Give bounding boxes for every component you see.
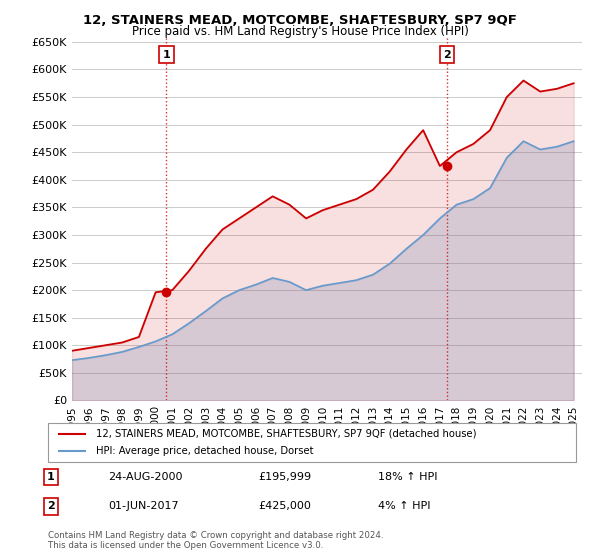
Text: 12, STAINERS MEAD, MOTCOMBE, SHAFTESBURY, SP7 9QF (detached house): 12, STAINERS MEAD, MOTCOMBE, SHAFTESBURY…	[95, 429, 476, 439]
Text: 12, STAINERS MEAD, MOTCOMBE, SHAFTESBURY, SP7 9QF: 12, STAINERS MEAD, MOTCOMBE, SHAFTESBURY…	[83, 14, 517, 27]
Text: 1: 1	[47, 472, 55, 482]
Text: 4% ↑ HPI: 4% ↑ HPI	[378, 501, 431, 511]
Text: 2: 2	[443, 50, 451, 59]
Text: £195,999: £195,999	[258, 472, 311, 482]
Text: Price paid vs. HM Land Registry's House Price Index (HPI): Price paid vs. HM Land Registry's House …	[131, 25, 469, 38]
Text: HPI: Average price, detached house, Dorset: HPI: Average price, detached house, Dors…	[95, 446, 313, 456]
Text: 1: 1	[163, 50, 170, 59]
Text: 24-AUG-2000: 24-AUG-2000	[108, 472, 182, 482]
Text: Contains HM Land Registry data © Crown copyright and database right 2024.
This d: Contains HM Land Registry data © Crown c…	[48, 530, 383, 550]
Text: £425,000: £425,000	[258, 501, 311, 511]
Text: 2: 2	[47, 501, 55, 511]
FancyBboxPatch shape	[48, 423, 576, 462]
Text: 18% ↑ HPI: 18% ↑ HPI	[378, 472, 437, 482]
Text: 01-JUN-2017: 01-JUN-2017	[108, 501, 179, 511]
